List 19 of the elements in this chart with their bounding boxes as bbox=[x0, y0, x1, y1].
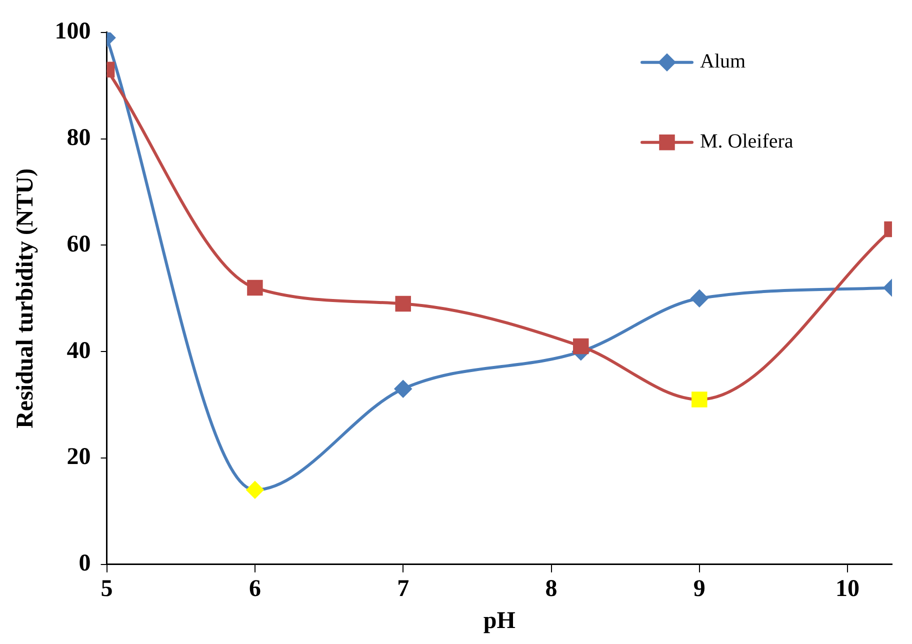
point bbox=[573, 338, 589, 354]
x-tick-label: 9 bbox=[693, 576, 706, 602]
point bbox=[395, 296, 411, 312]
y-tick-label: 0 bbox=[78, 550, 91, 577]
y-tick-label: 40 bbox=[66, 338, 91, 364]
legend-label: Alum bbox=[700, 50, 746, 73]
y-tick-label: 100 bbox=[54, 18, 91, 45]
y-tick-label: 60 bbox=[66, 231, 91, 258]
point bbox=[394, 380, 412, 398]
y-tick-label: 20 bbox=[66, 444, 91, 470]
x-axis-title: pH bbox=[483, 608, 516, 634]
x-tick-label: 10 bbox=[836, 576, 860, 602]
y-axis-title: Residual turbidity (NTU) bbox=[12, 168, 39, 428]
legend-label: M. Oleifera bbox=[700, 130, 794, 153]
x-tick-label: 5 bbox=[100, 576, 113, 602]
x-tick-label: 8 bbox=[545, 576, 558, 602]
x-tick-label: 6 bbox=[248, 576, 261, 602]
x-tick-label: 7 bbox=[397, 576, 410, 602]
y-tick-label: 80 bbox=[66, 125, 91, 152]
